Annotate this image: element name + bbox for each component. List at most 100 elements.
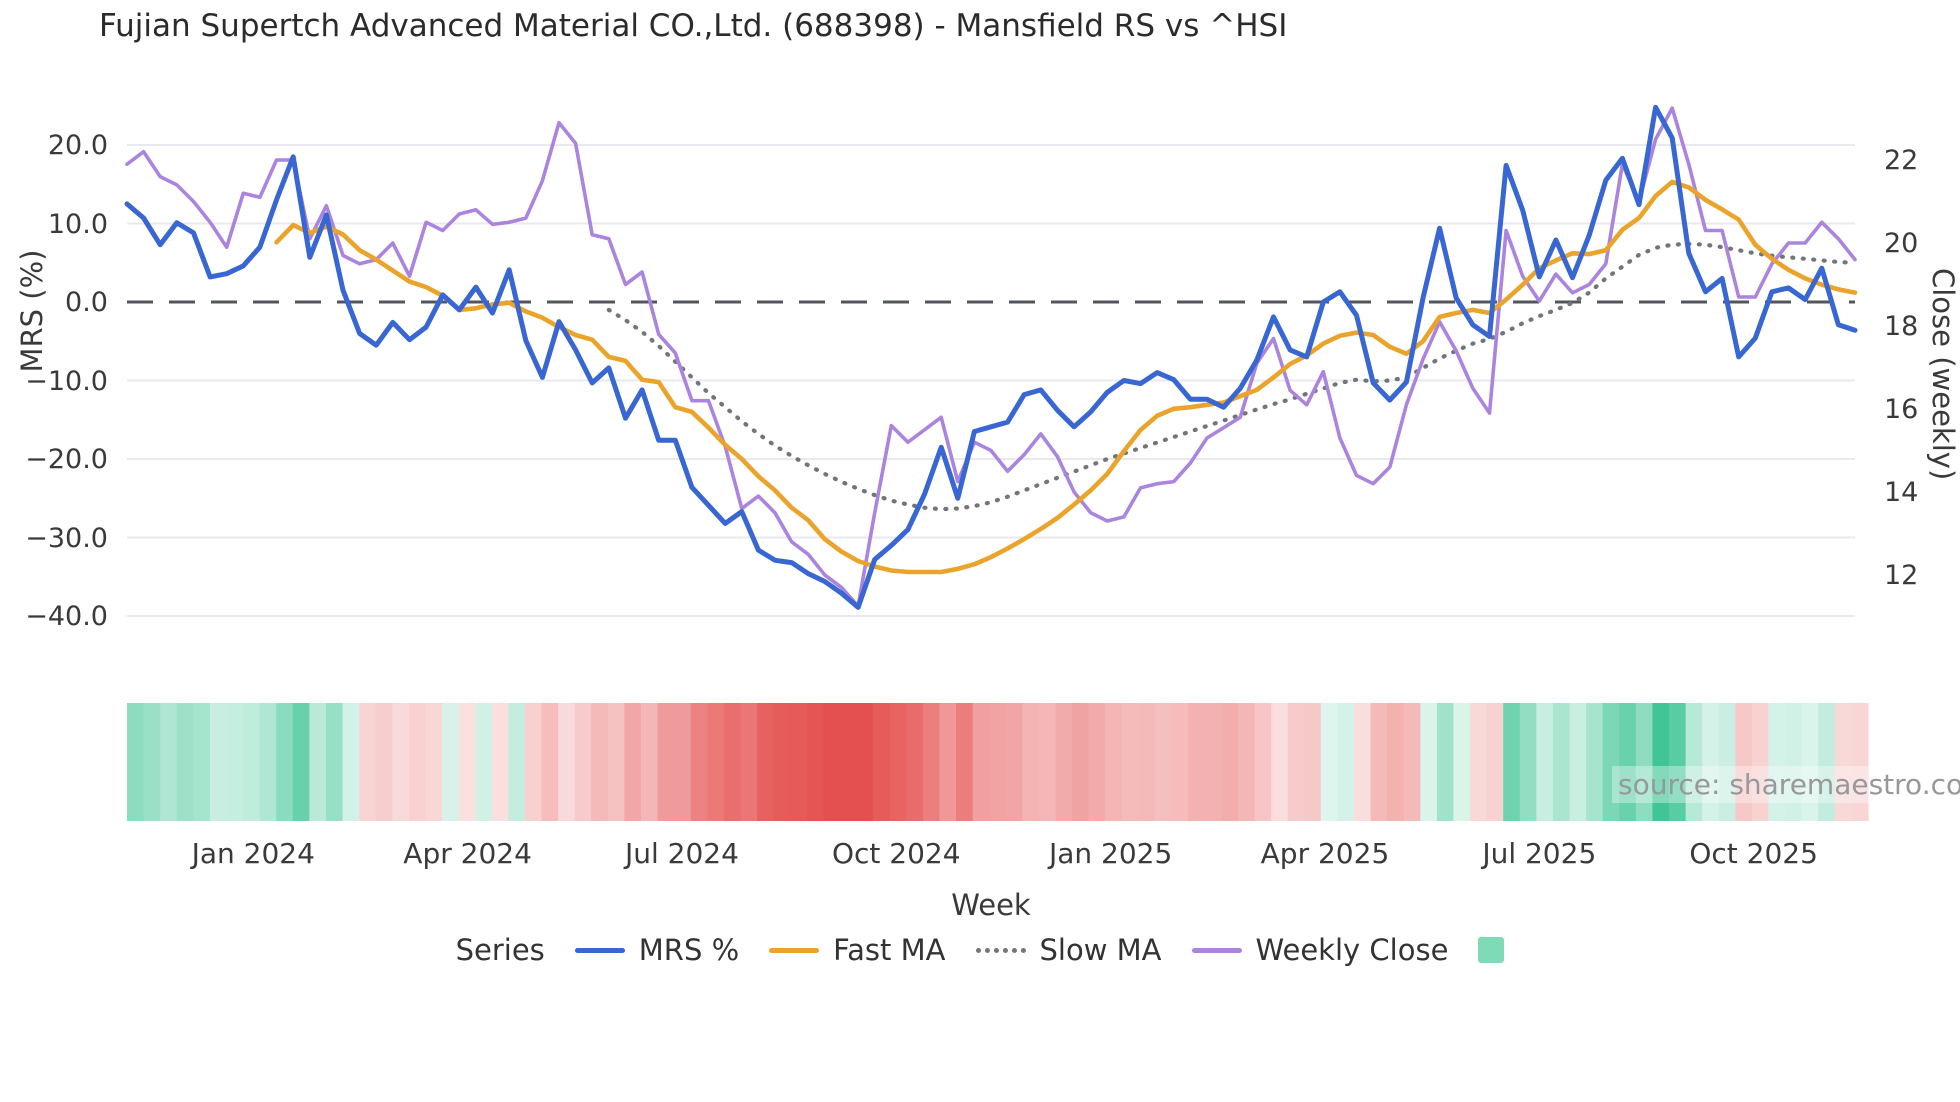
heatmap-cell bbox=[1387, 703, 1405, 821]
heatmap-cell bbox=[723, 703, 742, 821]
heatmap-cell bbox=[790, 703, 808, 821]
heatmap-cell bbox=[1453, 703, 1471, 821]
heatmap-cell bbox=[1038, 703, 1057, 821]
heatmap-cell bbox=[1834, 703, 1853, 821]
heatmap-cell bbox=[1702, 703, 1720, 821]
heatmap-cell bbox=[641, 703, 659, 821]
heatmap-cell bbox=[1785, 703, 1803, 821]
x-tick-jan-2024: Jan 2024 bbox=[191, 837, 315, 870]
heatmap-cell bbox=[1105, 703, 1123, 821]
heatmap-cell bbox=[1155, 703, 1173, 821]
legend-label-slow-ma: Slow MA bbox=[1039, 933, 1162, 967]
heatmap-cell bbox=[1304, 703, 1322, 821]
weekly-close-line-swatch bbox=[1191, 947, 1242, 953]
legend-title: Series bbox=[455, 933, 545, 967]
heatmap-cell bbox=[143, 703, 161, 821]
legend-item-fast-ma: Fast MA bbox=[769, 933, 946, 967]
heatmap-cell bbox=[989, 703, 1007, 821]
heatmap-cell bbox=[1072, 703, 1090, 821]
heatmap-cell bbox=[1320, 703, 1339, 821]
legend-label-mrs: MRS % bbox=[638, 933, 740, 967]
heatmap-cell bbox=[856, 703, 874, 821]
heatmap-cell bbox=[806, 703, 824, 821]
mrs-line bbox=[124, 104, 1858, 610]
heatmap-cell bbox=[1685, 703, 1703, 821]
y-tick-left--20: −20.0 bbox=[25, 444, 108, 475]
y-tick-right-14: 14 bbox=[1884, 477, 1919, 508]
heatmap-cell bbox=[1818, 703, 1836, 821]
heatmap-cell bbox=[1237, 703, 1256, 821]
heatmap-cell bbox=[508, 703, 526, 821]
y-tick-left-20: 20.0 bbox=[47, 130, 108, 161]
heatmap-cell bbox=[690, 703, 708, 821]
heatmap-cell bbox=[972, 703, 990, 821]
heatmap-cell bbox=[956, 703, 974, 821]
heatmap-cell bbox=[226, 703, 244, 821]
heatmap-cell bbox=[906, 703, 924, 821]
heatmap-cell bbox=[624, 703, 642, 821]
legend-item-heatmap bbox=[1478, 937, 1505, 963]
fast-ma-line bbox=[274, 179, 1858, 575]
heatmap-cell bbox=[160, 703, 178, 821]
heatmap-cell bbox=[259, 703, 277, 821]
heatmap-cell bbox=[375, 703, 393, 821]
heatmap-cell bbox=[1486, 703, 1504, 821]
heatmap-cell bbox=[773, 703, 791, 821]
x-tick-apr-2024: Apr 2024 bbox=[403, 837, 532, 870]
heatmap-cell bbox=[1652, 703, 1670, 821]
heatmap-cell bbox=[1271, 703, 1289, 821]
heatmap-cell bbox=[574, 703, 592, 821]
heatmap-cell bbox=[1602, 703, 1620, 821]
legend: Series MRS % Fast MA Slow MA Weekly Clos… bbox=[0, 933, 1960, 967]
heatmap-cell bbox=[342, 703, 360, 821]
source-credit: source: sharemaestro.com bbox=[1612, 766, 1960, 803]
heatmap-cell bbox=[1635, 703, 1654, 821]
x-tick-jul-2025: Jul 2025 bbox=[1482, 837, 1597, 870]
heatmap-cell bbox=[1221, 703, 1239, 821]
y-tick-left--40: −40.0 bbox=[25, 601, 108, 632]
heatmap-cell bbox=[1619, 703, 1637, 821]
heatmap-cell bbox=[1005, 703, 1023, 821]
y-tick-right-18: 18 bbox=[1884, 311, 1919, 342]
y-tick-left--30: −30.0 bbox=[25, 522, 108, 554]
legend-item-mrs: MRS % bbox=[574, 933, 740, 967]
heatmap-square-swatch bbox=[1478, 937, 1505, 963]
heatmap-cell bbox=[1751, 703, 1770, 821]
heatmap-cell bbox=[209, 703, 228, 821]
heatmap-cell bbox=[309, 703, 327, 821]
heatmap-cell bbox=[1088, 703, 1106, 821]
heatmap-cell bbox=[408, 703, 427, 821]
y-tick-left-0: 0.0 bbox=[65, 287, 108, 318]
heatmap-cell bbox=[1022, 703, 1040, 821]
x-tick-oct-2024: Oct 2024 bbox=[831, 837, 961, 870]
y-tick-right-20: 20 bbox=[1884, 228, 1919, 259]
fast-ma-line-swatch bbox=[769, 947, 820, 953]
heatmap-cell bbox=[1801, 703, 1819, 821]
heatmap-cell bbox=[1718, 703, 1736, 821]
heatmap-cell bbox=[1254, 703, 1272, 821]
x-tick-oct-2025: Oct 2025 bbox=[1689, 837, 1818, 870]
heatmap-cell bbox=[1586, 703, 1604, 821]
heatmap-cell bbox=[1055, 703, 1073, 821]
heatmap-cell bbox=[1735, 703, 1753, 821]
heatmap-cell bbox=[193, 703, 211, 821]
heatmap-cell bbox=[707, 703, 725, 821]
heatmap-cell bbox=[392, 703, 410, 821]
heatmap-cell bbox=[1536, 703, 1554, 821]
heatmap-cell bbox=[1171, 703, 1189, 821]
heatmap-cell bbox=[1569, 703, 1587, 821]
heatmap-cell bbox=[1370, 703, 1388, 821]
heatmap-strip bbox=[127, 703, 1869, 821]
heatmap-cell bbox=[1436, 703, 1455, 821]
heatmap-cell bbox=[1851, 703, 1869, 821]
y-tick-left-10: 10.0 bbox=[47, 208, 108, 240]
heatmap-cell bbox=[740, 703, 758, 821]
heatmap-cell bbox=[127, 703, 145, 821]
heatmap-cell bbox=[491, 703, 509, 821]
heatmap-cell bbox=[674, 703, 692, 821]
heatmap-cell bbox=[176, 703, 194, 821]
heatmap-cell bbox=[1519, 703, 1537, 821]
heatmap-cell bbox=[475, 703, 493, 821]
heatmap-cell bbox=[1121, 703, 1140, 821]
